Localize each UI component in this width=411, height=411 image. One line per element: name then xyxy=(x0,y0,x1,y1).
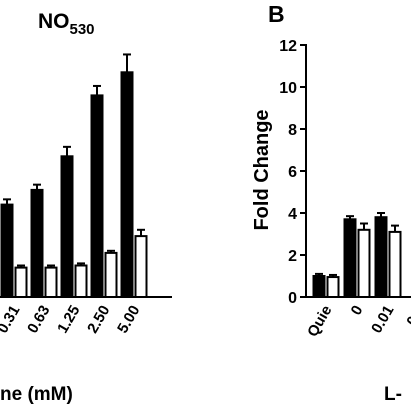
x-tick-label: 0.0 xyxy=(403,303,411,330)
bar xyxy=(90,94,104,299)
bar xyxy=(343,218,357,298)
bar xyxy=(134,235,148,299)
title-sub: 530 xyxy=(70,21,95,38)
bar xyxy=(60,155,74,298)
x-tick-label: 0.63 xyxy=(24,303,53,337)
y-tick-label: 6 xyxy=(288,164,297,181)
x-axis-title: L- xyxy=(384,384,402,405)
x-tick-label: 0 xyxy=(348,303,367,319)
bar xyxy=(120,71,134,298)
bar xyxy=(326,276,340,298)
x-tick-label: 0.31 xyxy=(0,303,23,337)
bar xyxy=(388,230,402,298)
y-tick-label: 0 xyxy=(288,290,297,307)
bar xyxy=(357,228,371,298)
bar xyxy=(30,188,44,298)
bar xyxy=(44,266,58,299)
x-tick-label: 2.50 xyxy=(84,303,113,337)
bar xyxy=(74,264,88,298)
y-tick-label: 4 xyxy=(288,206,297,223)
y-axis-title: Fold Change xyxy=(251,109,273,230)
bar xyxy=(312,275,326,298)
x-axis-title: ne (mM) xyxy=(0,384,73,405)
panel-label: B xyxy=(268,1,285,27)
y-tick-label: 2 xyxy=(288,248,297,265)
bar xyxy=(14,266,28,299)
y-tick-label: 8 xyxy=(288,122,297,139)
x-tick-label: 5.00 xyxy=(114,303,143,337)
x-tick-label: 1.25 xyxy=(54,303,83,337)
x-tick-label: 0.01 xyxy=(368,303,397,337)
bar xyxy=(104,251,118,298)
bar xyxy=(0,203,14,299)
x-tick-label: Quie xyxy=(304,303,335,340)
panel-title: NO530 xyxy=(38,10,95,38)
title-main: NO xyxy=(38,10,70,33)
y-tick-label: 12 xyxy=(279,38,297,55)
bar xyxy=(374,216,388,298)
y-tick-label: 10 xyxy=(279,80,297,97)
